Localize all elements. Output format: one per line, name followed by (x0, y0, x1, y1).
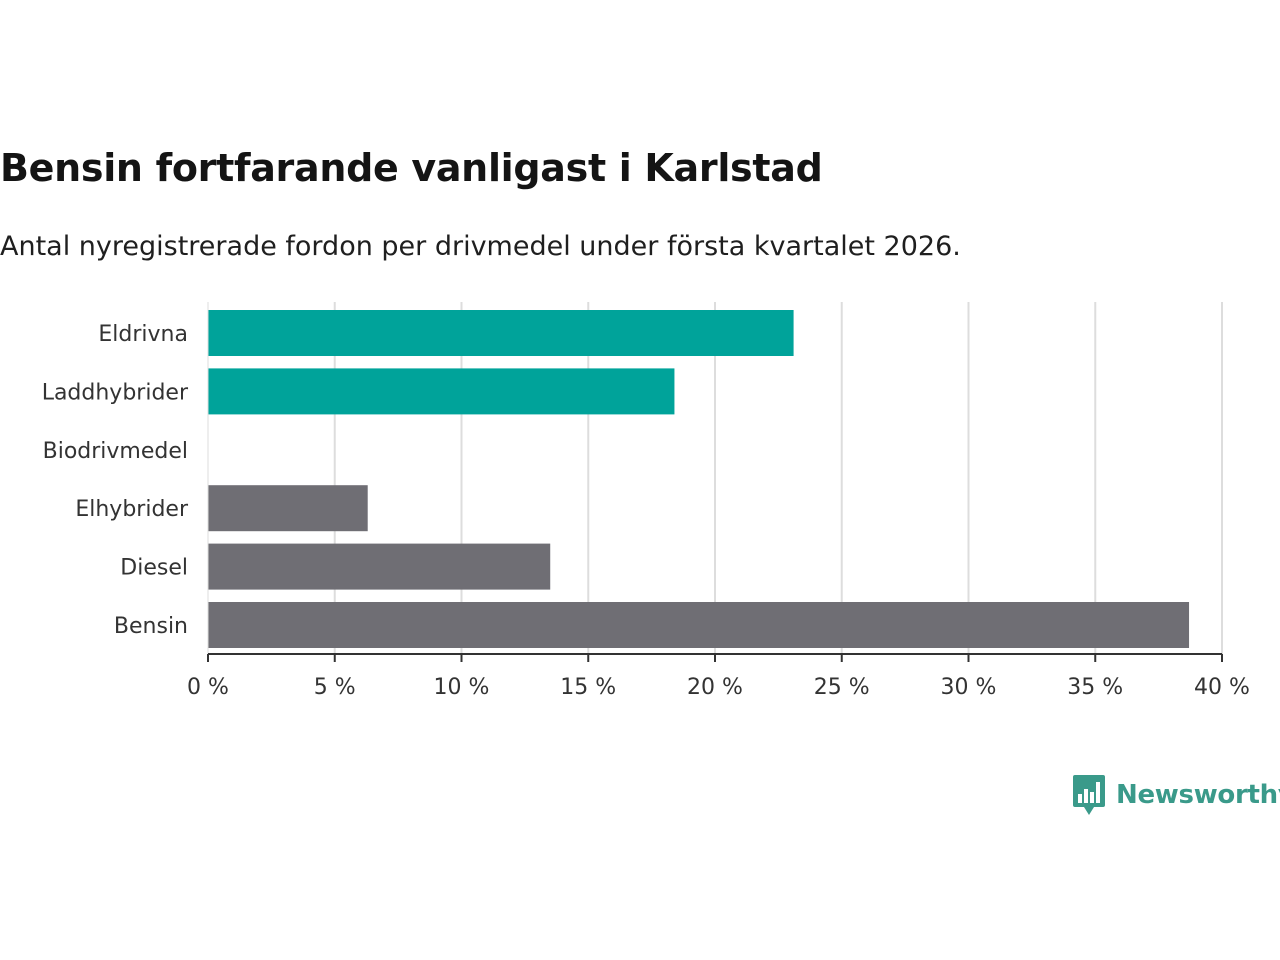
category-label: Biodrivmedel (43, 439, 188, 464)
bar (208, 368, 675, 415)
bar (208, 602, 1190, 648)
x-tick-label: 25 % (814, 675, 870, 700)
bar (208, 485, 368, 532)
bar (208, 543, 551, 590)
x-tick-label: 30 % (941, 675, 997, 700)
category-label: Diesel (120, 556, 188, 581)
x-axis: 0 % 5 % 10 % 15 % 20 % 25 % 30 % 35 % 40 % (187, 302, 1250, 700)
category-label: Bensin (114, 614, 188, 639)
bar (208, 310, 794, 356)
chart-subtitle: Antal nyregistrerade fordon per drivmede… (0, 231, 961, 262)
category-label: Elhybrider (75, 497, 189, 522)
bars (208, 310, 1190, 648)
x-tick-label: 20 % (687, 675, 743, 700)
x-tick-label: 0 % (187, 675, 229, 700)
category-label: Eldrivna (98, 322, 188, 347)
brand-name: Newsworthy (1116, 780, 1280, 810)
x-tick-label: 10 % (434, 675, 490, 700)
x-tick-label: 5 % (314, 675, 356, 700)
x-tick-label: 35 % (1067, 675, 1123, 700)
gridlines (333, 302, 1223, 654)
x-tick-label: 40 % (1194, 675, 1250, 700)
x-tick-label: 15 % (560, 675, 616, 700)
newsworthy-logo-icon (1073, 775, 1105, 815)
brand: Newsworthy (1072, 774, 1280, 816)
category-labels: Eldrivna Laddhybrider Biodrivmedel Elhybrid… (42, 322, 189, 639)
category-label: Laddhybrider (42, 380, 189, 405)
chart-title: Bensin fortfarande vanligast i Karlstad (0, 146, 823, 190)
